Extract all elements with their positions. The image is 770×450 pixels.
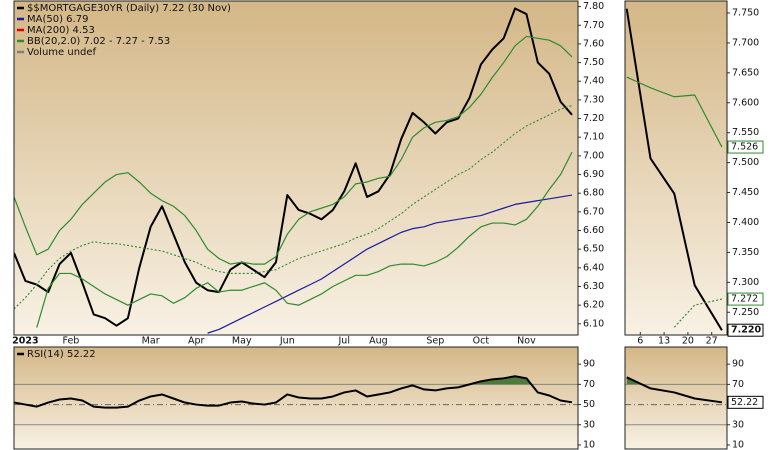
series-line [626,376,723,404]
legend-label: $$MORTGAGE30YR (Daily) 7.22 (30 Nov) [27,3,231,14]
x-tick-label: 2023 [12,336,38,347]
y-tick-label: 30 [732,419,744,430]
series-line [14,104,573,310]
x-tick-label: 20 [682,336,694,347]
y-tick-label: 6.70 [583,206,604,217]
series-line [673,298,723,328]
series-line [625,8,723,331]
panel-background [625,1,727,335]
x-tick-label: Jun [279,336,295,347]
y-tick-label: 90 [583,359,595,370]
panel-background [14,347,578,449]
x-tick-label: Oct [473,336,490,347]
value-label-box [727,292,764,306]
x-tick-label: 13 [658,336,670,347]
y-tick-label: 7.550 [732,127,759,138]
legend-label: Volume undef [27,47,97,58]
plot-area [14,7,573,334]
value-label: 52.22 [731,397,758,408]
y-tick-label: 30 [583,419,595,430]
x-tick-label: Aug [369,336,388,347]
x-tick-label: 27 [706,336,718,347]
series-line [14,7,573,327]
plot-area [14,375,578,426]
y-tick-label: 70 [732,379,744,390]
series-line [14,375,573,409]
y-tick-label: 7.60 [583,38,604,49]
plot-area [625,8,723,331]
y-tick-label: 7.400 [732,217,759,228]
y-tick-label: 7.600 [732,97,759,108]
value-label: 7.220 [731,325,761,336]
plot-area [625,376,727,426]
y-tick-label: 7.350 [732,247,759,258]
legend-label: BB(20,2.0) 7.02 - 7.27 - 7.53 [27,36,170,47]
y-tick-label: 7.450 [732,187,759,198]
x-tick-label: Sep [426,336,444,347]
y-tick-label: 6.40 [583,262,604,273]
y-tick-label: 90 [732,359,744,370]
panel-border [624,0,728,336]
y-tick-label: 10 [732,439,744,450]
y-tick-label: 6.30 [583,281,604,292]
y-tick-label: 50 [583,399,595,410]
y-tick-label: 6.90 [583,169,604,180]
panel-background [625,347,727,449]
y-tick-label: 6.60 [583,225,604,236]
x-tick-label: Mar [142,336,160,347]
legend-label: MA(50) 6.79 [27,14,88,25]
x-tick-label: Nov [517,336,536,347]
y-tick-label: 7.700 [732,37,759,48]
y-tick-label: 7.40 [583,76,604,87]
value-label-box [727,140,764,154]
y-tick-label: 7.300 [732,277,759,288]
legend-label: RSI(14) 52.22 [27,349,96,360]
overbought-fill [469,376,532,385]
series-line [626,76,723,148]
value-label: 7.526 [731,142,758,153]
x-tick-label: May [232,336,252,347]
x-tick-label: Apr [188,336,205,347]
y-tick-label: 7.650 [732,67,759,78]
y-tick-label: 7.00 [583,150,604,161]
y-tick-label: 10 [583,439,595,450]
value-label-box [727,395,764,409]
y-tick-label: 6.50 [583,244,604,255]
y-tick-label: 7.250 [732,307,759,318]
y-tick-label: 6.10 [583,318,604,329]
y-tick-label: 7.50 [583,57,604,68]
series-line [36,151,573,328]
series-line [14,35,573,265]
panel-border [13,346,579,450]
value-label: 7.272 [731,294,758,305]
panel-border [624,346,728,450]
y-tick-label: 7.750 [732,7,759,18]
legend-label: MA(200) 4.53 [27,25,95,36]
y-tick-label: 7.30 [583,94,604,105]
y-tick-label: 7.70 [583,20,604,31]
y-tick-label: 6.80 [583,188,604,199]
x-tick-label: Feb [63,336,80,347]
y-tick-label: 7.10 [583,132,604,143]
panel-border [13,0,579,336]
x-tick-label: 6 [637,336,643,347]
series-line [207,194,573,334]
y-tick-label: 6.20 [583,300,604,311]
y-tick-label: 7.500 [732,157,759,168]
y-tick-label: 7.20 [583,113,604,124]
x-tick-label: Jul [338,336,350,347]
panel-background [14,1,578,335]
y-tick-label: 70 [583,379,595,390]
value-label-box [727,323,764,337]
y-tick-label: 7.80 [583,1,604,12]
